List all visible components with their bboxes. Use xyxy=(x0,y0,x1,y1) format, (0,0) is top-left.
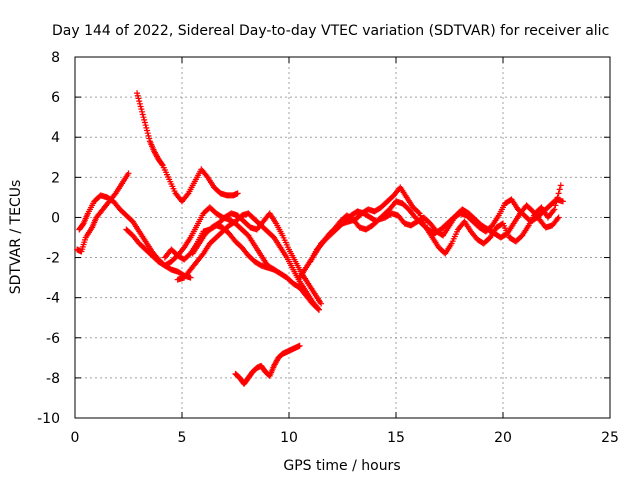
series-track-1 xyxy=(74,170,132,255)
y-tick-label: 0 xyxy=(51,210,60,226)
x-tick-label: 20 xyxy=(494,430,512,446)
data-point xyxy=(415,209,422,216)
data-point xyxy=(555,214,562,221)
y-tick-label: -4 xyxy=(46,291,60,307)
data-point xyxy=(315,306,322,313)
data-point xyxy=(111,191,118,198)
data-point xyxy=(146,135,153,142)
data-point xyxy=(139,111,146,118)
x-tick-label: 25 xyxy=(601,430,619,446)
data-point xyxy=(318,300,325,307)
y-tick-label: -2 xyxy=(46,251,60,267)
data-point xyxy=(180,245,187,252)
data-point xyxy=(187,274,194,281)
series-track-4 xyxy=(134,90,241,205)
x-tick-label: 0 xyxy=(71,430,80,446)
data-point xyxy=(136,98,143,105)
data-point xyxy=(141,119,148,126)
series-track-5 xyxy=(161,204,322,313)
series-track-10 xyxy=(307,182,564,265)
series-track-8 xyxy=(232,342,303,387)
data-point xyxy=(138,106,145,113)
data-point xyxy=(556,186,563,193)
data-point xyxy=(554,194,561,201)
y-tick-label: -8 xyxy=(46,371,60,387)
data-point xyxy=(296,342,303,349)
y-tick-label: 4 xyxy=(51,130,60,146)
data-point xyxy=(142,122,149,129)
series-track-6 xyxy=(174,210,322,313)
grid-lines xyxy=(75,57,610,418)
data-point xyxy=(141,116,148,123)
data-point xyxy=(136,100,143,107)
data-point xyxy=(550,207,557,214)
data-point xyxy=(137,103,144,110)
data-point xyxy=(134,92,141,99)
data-series xyxy=(74,90,566,387)
y-axis-title: SDTVAR / TECUs xyxy=(8,180,24,295)
data-point xyxy=(559,198,566,205)
y-tick-label: -10 xyxy=(37,411,60,427)
data-point xyxy=(134,90,141,97)
y-tick-label: -6 xyxy=(46,331,60,347)
plot-frame xyxy=(74,56,611,419)
data-point xyxy=(145,132,152,139)
data-point xyxy=(203,172,210,179)
series-track-3 xyxy=(123,222,278,273)
data-point xyxy=(125,170,132,177)
series-track-11 xyxy=(318,202,562,247)
y-tick-label: 2 xyxy=(51,170,60,186)
data-point xyxy=(140,114,147,121)
data-point xyxy=(552,202,559,209)
data-point xyxy=(551,206,558,213)
x-tick-label: 15 xyxy=(387,430,405,446)
x-axis-title: GPS time / hours xyxy=(283,458,400,474)
data-point xyxy=(557,182,564,189)
chart-title: Day 144 of 2022, Sidereal Day-to-day VTE… xyxy=(52,23,609,39)
data-point xyxy=(144,130,151,137)
axis-ticks xyxy=(74,56,611,419)
x-tick-label: 10 xyxy=(280,430,298,446)
data-point xyxy=(234,190,241,197)
series-track-7 xyxy=(189,210,325,307)
y-tick-labels: -10 -8 -6 -4 -2 0 2 4 6 8 xyxy=(37,50,60,427)
data-point xyxy=(159,161,166,168)
data-point xyxy=(135,95,142,102)
data-point xyxy=(555,190,562,197)
data-point xyxy=(144,127,151,134)
data-point xyxy=(199,251,206,258)
data-point xyxy=(553,198,560,205)
y-tick-label: 8 xyxy=(51,50,60,66)
data-point xyxy=(554,215,561,222)
x-tick-label: 5 xyxy=(178,430,187,446)
data-point xyxy=(139,108,146,115)
y-tick-label: 6 xyxy=(51,90,60,106)
x-tick-labels: 0 5 10 15 20 25 xyxy=(71,430,619,446)
data-point xyxy=(184,191,191,198)
data-point xyxy=(143,124,150,131)
data-point xyxy=(314,305,321,312)
